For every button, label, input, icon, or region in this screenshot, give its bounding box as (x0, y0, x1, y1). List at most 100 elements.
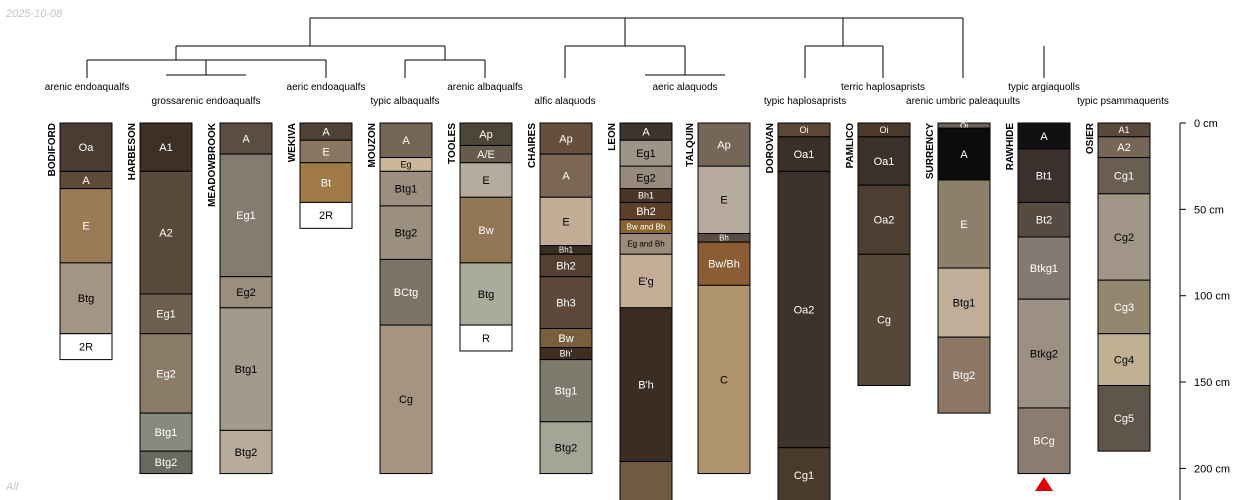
horizon-label: A (960, 149, 968, 161)
horizon-label: Cg4 (1114, 354, 1134, 366)
horizon (777, 447, 831, 500)
horizon-label: Ap (559, 133, 572, 145)
horizon-label: B'h (638, 379, 654, 391)
horizon (1017, 298, 1071, 409)
profile-name: TALQUIN (685, 123, 696, 167)
horizon-label: Oi (800, 125, 809, 135)
horizon-label: Cg (877, 315, 891, 327)
class-label-terric-haplo: terric haplosaprists (841, 82, 925, 93)
horizon (937, 179, 991, 269)
horizon (219, 122, 273, 155)
horizon-label: Btkg1 (1030, 263, 1058, 275)
horizon-label: Eg2 (156, 368, 176, 380)
horizon-label: E (960, 219, 967, 231)
profile-wekiva: WEKIVA AE Bt 2R (287, 122, 353, 229)
horizon-label: Bw (478, 225, 493, 237)
horizon (539, 122, 593, 155)
horizon-label: Oa1 (874, 156, 895, 168)
horizon-label: Oa (79, 142, 95, 154)
horizon-label: A (82, 175, 90, 187)
horizon (697, 165, 751, 235)
horizon-label: Btg1 (555, 386, 578, 398)
profile-bodiford: BODIFORD Oa A E Btg 2R (47, 122, 113, 361)
class-label-alfic-ala: alfic alaquods (534, 96, 595, 107)
profile-name: BODIFORD (47, 123, 58, 176)
horizon-label: Cg3 (1114, 302, 1134, 314)
horizon (777, 170, 831, 449)
horizon (459, 196, 513, 264)
horizon-label: Bw (558, 333, 573, 345)
truncation-marker (1035, 477, 1053, 491)
horizon-label: Bh3 (556, 297, 576, 309)
profile-surrency: SURRENCY Oi A E Btg1 Btg2 (925, 121, 991, 414)
horizon (539, 276, 593, 330)
horizon (539, 359, 593, 423)
profile-dorovan: DOROVAN Oi Oa1 Oa2 Cg1 (765, 122, 831, 500)
horizon-label: Bt2 (1036, 215, 1053, 227)
horizon-label: Oi (880, 125, 889, 135)
profile-name: SURRENCY (925, 123, 936, 179)
horizon-label: Bw and Bh (627, 222, 666, 231)
profile-name: MEADOWBROOK (207, 122, 218, 207)
horizon-label: Eg1 (156, 309, 176, 321)
horizon (59, 333, 113, 361)
horizon-label: Bt1 (1036, 171, 1053, 183)
profile-rawhide: RAWHIDE A Bt1 Bt2 Btkg1 Btkg2 BCg (1005, 122, 1071, 475)
horizon (379, 258, 433, 326)
class-label-typic-psamm: typic psammaquents (1077, 96, 1169, 107)
horizon-label: E (562, 216, 569, 228)
horizon-label: Cg2 (1114, 232, 1134, 244)
horizon (1017, 407, 1071, 475)
horizon-label: A2 (1117, 142, 1130, 154)
depth-tick-label: 50 cm (1194, 204, 1224, 216)
date-label: 2025-10-08 (6, 8, 63, 20)
horizon-label: Bh' (560, 349, 573, 359)
horizon-label: Bh2 (556, 260, 576, 272)
horizon-label: Oa1 (794, 149, 815, 161)
profile-name: LEON (607, 123, 618, 151)
profile-name: DOROVAN (765, 123, 776, 173)
horizon-label: E (322, 146, 329, 158)
horizon (1017, 148, 1071, 203)
horizon (1097, 279, 1151, 335)
horizon (139, 450, 193, 475)
horizon (219, 307, 273, 431)
horizon-label: A2 (159, 228, 172, 240)
profile-name: RAWHIDE (1005, 123, 1016, 171)
class-label-aren-alba: arenic albaqualfs (447, 82, 523, 93)
horizon (59, 262, 113, 335)
horizon (59, 122, 113, 172)
horizon (619, 307, 673, 462)
profile-name: WEKIVA (287, 123, 298, 162)
horizon-label: 2R (79, 341, 93, 353)
profile-name: TOOLES (447, 123, 458, 164)
horizon-label: Btg2 (395, 228, 418, 240)
horizon (1017, 122, 1071, 150)
horizon (299, 162, 353, 203)
horizon-label: Btg2 (155, 457, 178, 469)
horizon (299, 201, 353, 229)
profile-pamlico: PAMLICO Oi Oa1 Oa2 Cg (845, 122, 911, 387)
horizon (697, 284, 751, 475)
horizon-label: Btg1 (235, 364, 258, 376)
horizon-label: Eg1 (236, 210, 256, 222)
horizon (459, 262, 513, 326)
horizon-label: Bh1 (559, 246, 574, 255)
class-label-gross-endo: grossarenic endoaqualfs (152, 96, 261, 107)
horizon (539, 153, 593, 198)
horizon-label: R (482, 333, 490, 345)
class-label-aeric-endo: aeric endoaqualfs (287, 82, 366, 93)
profile-name: MOUZON (367, 123, 378, 167)
horizon-label: Bh (719, 234, 729, 243)
horizon-label: Eg1 (636, 148, 656, 160)
horizon (1097, 157, 1151, 195)
horizon-label: Ap (479, 129, 492, 141)
classification-labels: arenic endoaqualfs grossarenic endoaqualf… (45, 82, 1169, 107)
profile-talquin: TALQUIN Ap E Bh Bw/Bh C (685, 122, 751, 475)
horizon-label: A1 (159, 142, 172, 154)
horizon (619, 139, 673, 167)
depth-axis: 0 cm 50 cm 100 cm 150 cm 200 cm (1179, 118, 1230, 500)
horizon-label: Eg2 (636, 172, 656, 184)
